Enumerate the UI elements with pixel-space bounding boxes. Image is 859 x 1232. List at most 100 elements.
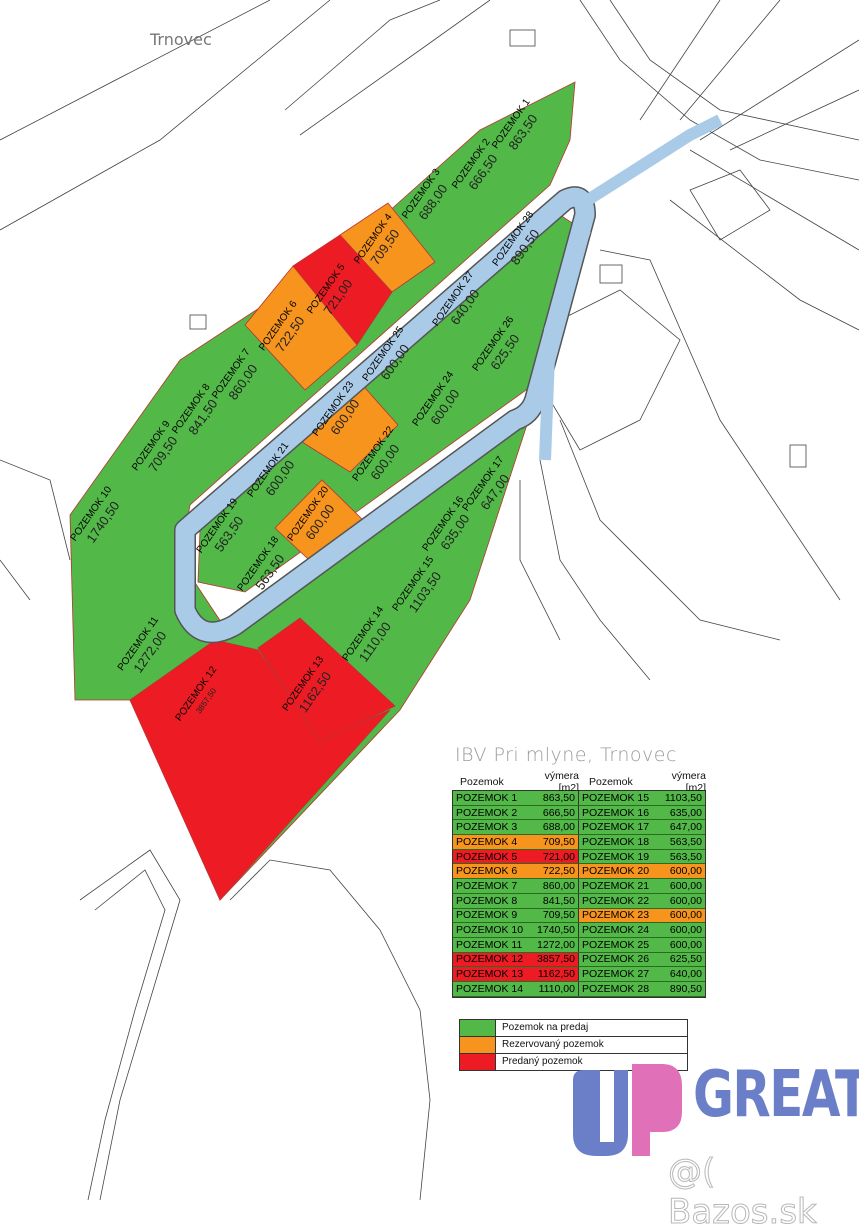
up-logo-icon [573,1064,682,1156]
plot-area: 860,00 [542,879,575,892]
plot-area: 721,00 [542,850,575,863]
plot-area: 600,00 [669,938,702,951]
plot-name: POZEMOK 6 [456,865,518,878]
table-cell: POZEMOK 23 600,00 [579,908,705,923]
plot-area: 1740,50 [537,924,575,937]
table-cell: POZEMOK 16 635,00 [579,805,705,820]
plot-name: POZEMOK 26 [582,953,650,966]
plot-area-table: Pozemok výmera [m2] Pozemok výmera [m2] … [452,770,706,998]
plot-name: POZEMOK 12 [456,953,524,966]
table-row: POZEMOK 4 709,50 POZEMOK 18 563,50 [453,835,705,850]
watermark: @( Bazos.sk [668,1152,818,1232]
map-title: IBV Pri mlyne, Trnovec [455,744,677,766]
table-cell: POZEMOK 10 1740,50 [453,923,579,937]
plot-area: 863,50 [542,791,575,804]
plot-name: POZEMOK 25 [582,938,650,951]
plot-name: POZEMOK 11 [456,938,523,951]
place-label: Trnovec [149,30,212,49]
table-row: POZEMOK 1 863,50 POZEMOK 15 1103,50 [453,791,705,806]
plot-name: POZEMOK 16 [582,806,650,819]
table-cell: POZEMOK 13 1162,50 [453,967,579,981]
plot-area: 722,50 [542,865,575,878]
table-cell: POZEMOK 8 841,50 [453,893,579,908]
table-cell: POZEMOK 22 600,00 [579,893,705,908]
plot-name: POZEMOK 19 [582,850,650,863]
legend-swatch [460,1054,496,1070]
header-plot: Pozemok [460,776,504,788]
table-cell: POZEMOK 5 721,00 [453,849,579,864]
plot-area: 688,00 [542,821,575,834]
table-cell: POZEMOK 20 600,00 [579,864,705,879]
table-cell: POZEMOK 9 709,50 [453,908,579,923]
plot-area: 1110,00 [538,982,575,995]
table-row: POZEMOK 6 722,50 POZEMOK 20 600,00 [453,864,705,880]
plot-13-sold [257,617,396,743]
table-cell: POZEMOK 6 722,50 [453,864,579,879]
table-cell: POZEMOK 3 688,00 [453,820,579,835]
table-cell: POZEMOK 25 600,00 [579,937,705,952]
cadastral-lines [0,0,859,1200]
plot-name: POZEMOK 18 [582,835,650,848]
plot-area: 600,00 [669,879,702,892]
plot-area: 841,50 [542,894,575,907]
plot-area: 1103,50 [664,791,702,804]
plot-name: POZEMOK 10 [456,924,524,937]
table-row: POZEMOK 13 1162,50 POZEMOK 27 640,00 [453,967,705,982]
table-cell: POZEMOK 15 1103,50 [579,791,705,805]
table-cell: POZEMOK 24 600,00 [579,923,705,937]
plot-area: 890,50 [669,982,702,995]
plot-name: POZEMOK 3 [456,821,518,834]
plot-name: POZEMOK 2 [456,806,518,819]
plot-name: POZEMOK 9 [456,909,518,922]
table-row: POZEMOK 10 1740,50 POZEMOK 24 600,00 [453,923,705,938]
plot-name: POZEMOK 22 [582,894,650,907]
plot-area: 640,00 [669,968,702,981]
legend-label: Pozemok na predaj [502,1022,589,1033]
table-row: POZEMOK 5 721,00 POZEMOK 19 563,50 [453,849,705,865]
table-row: POZEMOK 3 688,00 POZEMOK 17 647,00 [453,820,705,836]
plot-name: POZEMOK 23 [582,909,650,922]
legend-item: Pozemok na predaj [460,1020,687,1037]
table-row: POZEMOK 2 666,50 POZEMOK 16 635,00 [453,805,705,821]
plot-area: 709,50 [542,909,575,922]
table-row: POZEMOK 14 1110,00 POZEMOK 28 890,50 [453,981,705,997]
plot-name: POZEMOK 17 [582,821,650,834]
table-cell: POZEMOK 12 3857,50 [453,952,579,967]
table-cell: POZEMOK 26 625,50 [579,952,705,967]
plot-area: 1162,50 [537,968,575,981]
legend-label: Rezervovaný pozemok [502,1039,604,1050]
plot-area: 600,00 [669,894,702,907]
legend-item: Predaný pozemok [460,1054,687,1070]
table-cell: POZEMOK 4 709,50 [453,835,579,849]
logo-text: GREAT [693,1058,859,1132]
plot-area: 709,50 [542,835,575,848]
plot-name: POZEMOK 20 [582,865,650,878]
plot-name: POZEMOK 5 [456,850,518,863]
plot-area: 600,00 [669,865,702,878]
plot-area: 600,00 [669,924,702,937]
plot-name: POZEMOK 21 [582,879,650,892]
plot-area: 666,50 [542,806,575,819]
table-cell: POZEMOK 19 563,50 [579,849,705,864]
table-cell: POZEMOK 2 666,50 [453,805,579,820]
table-cell: POZEMOK 17 647,00 [579,820,705,835]
legend: Pozemok na predaj Rezervovaný pozemok Pred… [459,1019,688,1071]
table-cell: POZEMOK 21 600,00 [579,879,705,893]
plot-name: POZEMOK 24 [582,924,650,937]
plot-name: POZEMOK 28 [582,982,650,995]
plot-6-reserved [244,265,358,391]
table-row: POZEMOK 7 860,00 POZEMOK 21 600,00 [453,879,705,894]
legend-item: Rezervovaný pozemok [460,1037,687,1054]
plot-name: POZEMOK 13 [456,968,524,981]
plot-area: 625,50 [669,953,702,966]
table-row: POZEMOK 11 1272,00 POZEMOK 25 600,00 [453,937,705,953]
legend-label: Predaný pozemok [502,1056,583,1067]
plot-area: 563,50 [669,850,702,863]
plot-name: POZEMOK 8 [456,894,518,907]
table-row: POZEMOK 9 709,50 POZEMOK 23 600,00 [453,908,705,924]
table-cell: POZEMOK 14 1110,00 [453,981,579,996]
table-cell: POZEMOK 28 890,50 [579,981,705,996]
legend-swatch [460,1037,496,1053]
table-cell: POZEMOK 18 563,50 [579,835,705,849]
